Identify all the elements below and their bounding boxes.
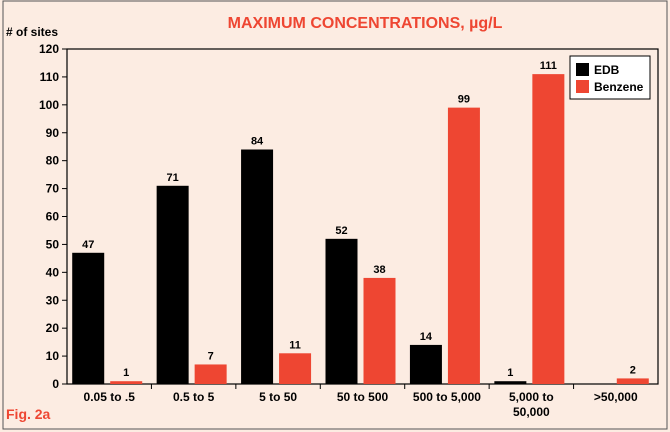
y-tick-label: 120	[39, 42, 59, 56]
bar-edb	[156, 185, 189, 384]
bar-benzene	[616, 378, 649, 384]
bar-benzene	[279, 353, 312, 384]
y-tick-label: 90	[46, 126, 60, 140]
legend-swatch-benzene	[576, 80, 589, 93]
legend-label-benzene: Benzene	[594, 80, 644, 94]
bar-benzene	[447, 107, 480, 384]
plot-area	[66, 48, 659, 385]
legend-swatch-edb	[576, 63, 589, 76]
x-tick-label: 50,000	[513, 405, 550, 419]
y-tick-label: 100	[39, 98, 59, 112]
chart-title: MAXIMUM CONCENTRATIONS, µg/L	[228, 15, 503, 32]
bar-benzene	[532, 74, 565, 384]
bar-edb	[72, 252, 105, 384]
data-label: 99	[458, 94, 470, 106]
legend-label-edb: EDB	[594, 63, 620, 77]
data-label: 111	[540, 60, 557, 72]
figure-label: Fig. 2a	[6, 406, 51, 422]
y-tick-label: 70	[46, 182, 60, 196]
x-tick-label: 5 to 50	[259, 390, 297, 404]
y-tick-label: 10	[46, 349, 60, 363]
data-label: 2	[630, 364, 636, 376]
bar-benzene	[194, 364, 227, 384]
bar-edb	[325, 238, 358, 384]
x-tick-label: 0.05 to .5	[84, 390, 136, 404]
y-tick-label: 0	[52, 377, 59, 391]
y-tick-label: 110	[40, 70, 60, 84]
y-tick-label: 20	[46, 321, 60, 335]
data-label: 47	[82, 239, 94, 251]
data-label: 1	[507, 367, 513, 379]
y-tick-label: 30	[46, 293, 60, 307]
y-axis-label: # of sites	[6, 25, 58, 39]
data-label: 11	[289, 339, 301, 351]
bar-benzene	[110, 381, 143, 384]
x-tick-label: 50 to 500	[337, 390, 389, 404]
x-tick-label: 500 to 5,000	[413, 390, 481, 404]
y-tick-label: 50	[46, 237, 60, 251]
bar-benzene	[363, 277, 396, 384]
data-label: 14	[420, 331, 433, 343]
data-label: 38	[373, 264, 385, 276]
data-label: 84	[251, 136, 264, 148]
y-tick-label: 60	[46, 210, 60, 224]
x-tick-label: >50,000	[594, 390, 638, 404]
bar-edb	[409, 344, 442, 384]
y-tick-label: 80	[46, 154, 60, 168]
data-label: 52	[335, 225, 347, 237]
bar-edb	[241, 149, 274, 384]
data-label: 71	[167, 172, 179, 184]
x-tick-label: 5,000 to	[509, 390, 554, 404]
bar-edb	[494, 381, 527, 384]
data-label: 7	[208, 350, 214, 362]
x-tick-label: 0.5 to 5	[173, 390, 215, 404]
y-tick-label: 40	[46, 265, 60, 279]
data-label: 1	[123, 367, 129, 379]
